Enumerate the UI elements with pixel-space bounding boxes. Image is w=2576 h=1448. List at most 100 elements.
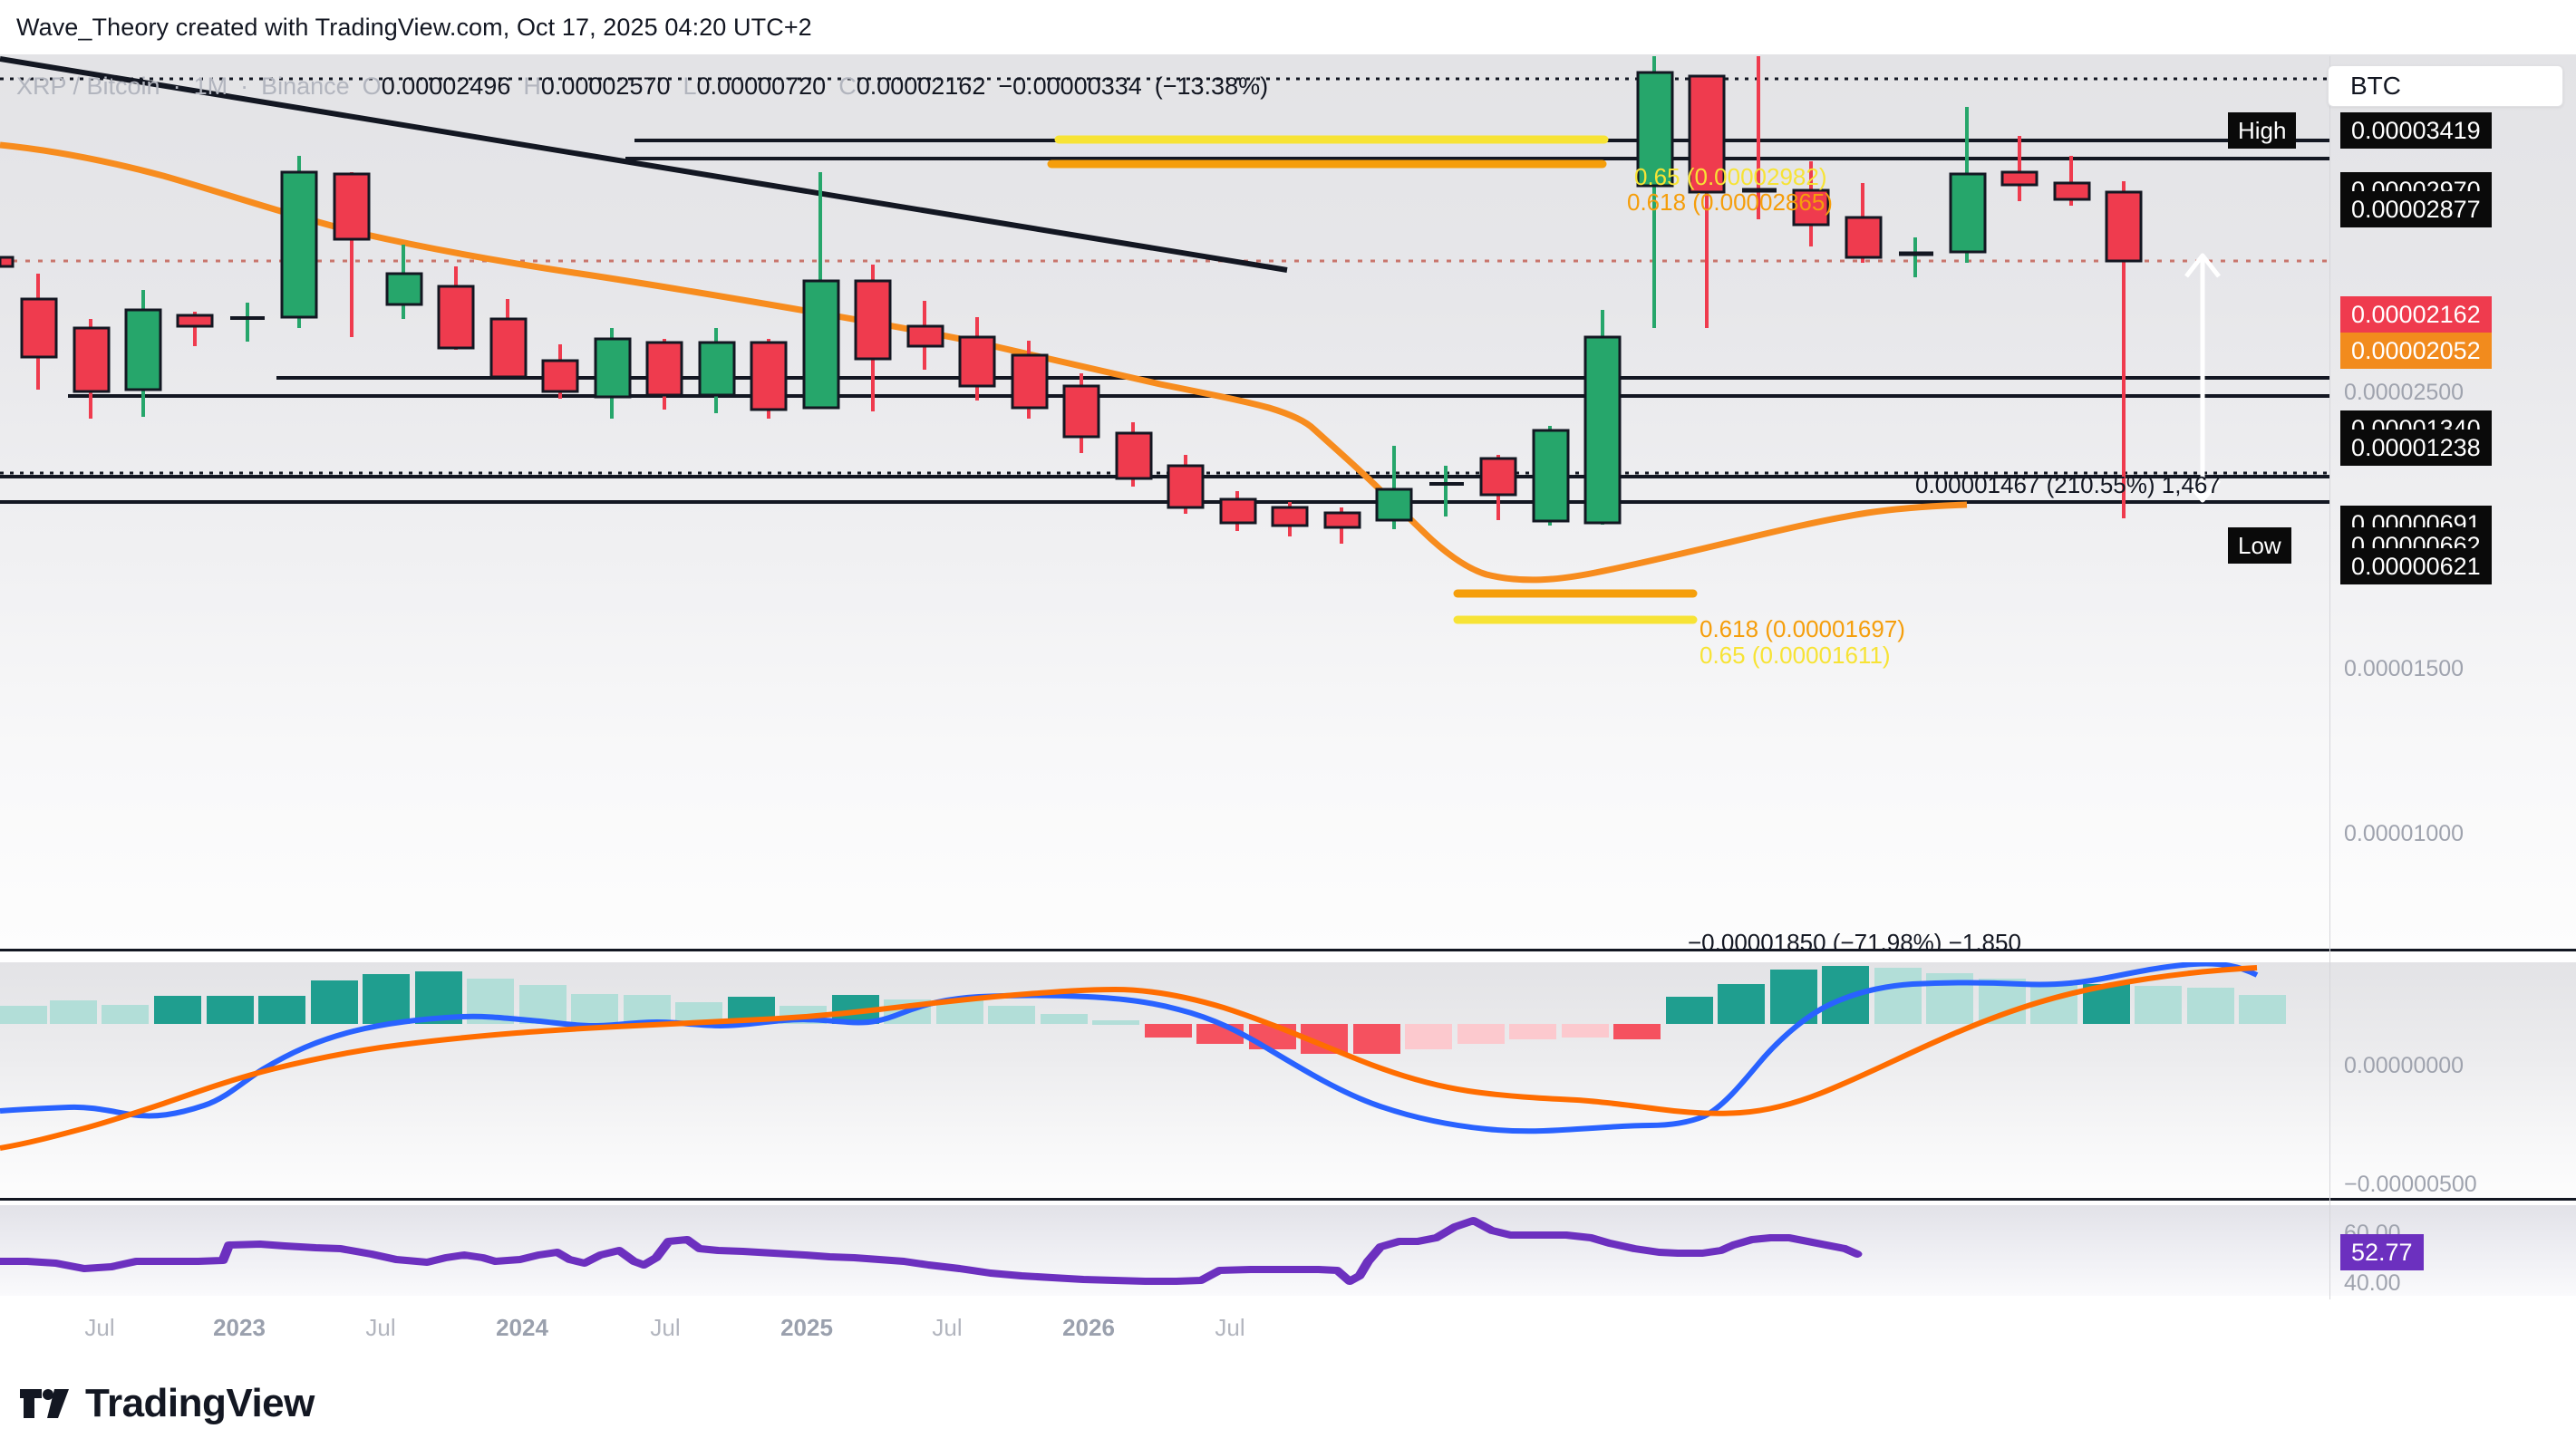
legend-low-value: 0.00000720: [696, 72, 827, 100]
fib-label-0618-upper: 0.618 (0.00002865): [1627, 188, 1833, 216]
chart-legend: XRP / Bitcoin · 1M · Binance O 0.0000249…: [16, 72, 1268, 101]
price-level-sup2[interactable]: 0.00001238: [2340, 430, 2492, 466]
candle: [124, 290, 162, 417]
legend-open-value: 0.00002496: [381, 72, 511, 100]
candle: [958, 317, 996, 401]
fib-label-065-lower: 0.65 (0.00001611): [1700, 642, 1891, 669]
macd-pane[interactable]: [0, 962, 2329, 1198]
pane-separator-2[interactable]: [0, 1198, 2576, 1201]
candle: [1271, 502, 1309, 536]
candle-last: [2105, 181, 2143, 518]
candle: [1742, 56, 1777, 219]
measure-tool: [2184, 253, 2221, 503]
candle: [1115, 422, 1153, 487]
low-tag: Low: [2228, 527, 2291, 564]
candle: [437, 266, 475, 350]
title-bar: Wave_Theory created with TradingView.com…: [0, 0, 2576, 54]
ma-price-pill[interactable]: 0.00002052: [2340, 333, 2492, 369]
candle: [20, 274, 58, 390]
candlestick-series: [0, 56, 2143, 544]
candle: [698, 328, 736, 413]
time-label-jul-2025: Jul: [932, 1314, 963, 1341]
candle: [1845, 183, 1883, 263]
candle: [73, 319, 111, 419]
footer: TradingView: [0, 1359, 2576, 1448]
price-tick-1: 0.00002500: [2344, 380, 2465, 405]
time-label-jul-2026: Jul: [1215, 1314, 1245, 1341]
candle: [1792, 161, 1830, 246]
candle: [1636, 56, 1674, 328]
fib-label-0618-lower: 0.618 (0.00001697): [1700, 615, 1905, 642]
candle: [489, 299, 528, 379]
price-level-res2[interactable]: 0.00002877: [2340, 191, 2492, 227]
time-label-jul-2023: Jul: [365, 1314, 396, 1341]
high-tag: High: [2228, 112, 2297, 149]
candle: [854, 265, 892, 411]
title-text: Wave_Theory created with TradingView.com…: [16, 13, 812, 41]
candle: [594, 328, 632, 419]
time-label-2023: 2023: [213, 1314, 266, 1341]
legend-close-value: 0.00002162: [856, 72, 986, 100]
tradingview-wordmark: TradingView: [85, 1381, 315, 1425]
moving-average-line: [0, 141, 1968, 584]
candle: [1532, 426, 1570, 526]
macd-slow-line: [0, 965, 2258, 1151]
candle: [750, 339, 788, 419]
candle: [1949, 107, 1987, 263]
measure-label-down: −0.00001850 (−71.98%) −1,850: [1688, 929, 2021, 949]
macd-scale-bg: [2329, 962, 2576, 1198]
candle: [541, 344, 579, 399]
time-axis[interactable]: Jul 2023 Jul 2024 Jul 2025 Jul 2026 Jul: [0, 1299, 2576, 1361]
macd-fast-line: [0, 962, 2259, 1134]
pane-separator-1[interactable]: [0, 949, 2576, 951]
legend-open-label: O: [362, 72, 382, 100]
measure-label-up: 0.00001467 (210.55%) 1,467: [1915, 471, 2221, 498]
tradingview-logo[interactable]: TradingView: [20, 1381, 315, 1426]
legend-change-pct: (−13.38%): [1154, 72, 1269, 100]
macd-graphics: [0, 962, 2286, 1151]
candle: [1011, 341, 1049, 419]
candle: [1479, 455, 1517, 520]
candle: [645, 339, 683, 410]
time-label-2025: 2025: [780, 1314, 833, 1341]
candle: [802, 172, 840, 410]
price-pane[interactable]: 0.65 (0.00002982) 0.618 (0.00002865) 0.6…: [0, 56, 2329, 949]
rsi-pane[interactable]: [0, 1205, 2329, 1296]
symbol-currency-selector[interactable]: BTC: [2328, 65, 2563, 107]
candle: [1219, 491, 1257, 531]
tradingview-mark-icon: [20, 1389, 69, 1418]
time-label-jul-2022: Jul: [84, 1314, 115, 1341]
candle: [1323, 507, 1361, 544]
candle: [176, 312, 214, 346]
chart-frame: 0.65 (0.00002982) 0.618 (0.00002865) 0.6…: [0, 54, 2576, 1361]
time-label-2026: 2026: [1062, 1314, 1115, 1341]
candle: [1429, 466, 1464, 516]
price-level-high[interactable]: 0.00003419: [2340, 112, 2492, 149]
price-tick-2: 0.00001500: [2344, 656, 2465, 681]
candle: [2000, 136, 2039, 201]
legend-interval[interactable]: 1M: [193, 72, 228, 100]
legend-high-value: 0.00002570: [540, 72, 671, 100]
macd-tick-0: 0.00000000: [2344, 1053, 2465, 1078]
candle: [230, 303, 265, 342]
legend-symbol[interactable]: XRP / Bitcoin: [16, 72, 160, 100]
price-scale[interactable]: 0.00003500 0.00002500 0.00001500 0.00001…: [2228, 56, 2576, 1361]
candle: [1167, 455, 1205, 514]
candle: [2053, 156, 2091, 206]
legend-sep-2: ·: [240, 72, 249, 100]
fib-label-065-upper: 0.65 (0.00002982): [1634, 163, 1827, 190]
rsi-graphics: [0, 1217, 1863, 1285]
legend-close-label: C: [838, 72, 857, 100]
macd-histogram: [0, 966, 2286, 1054]
candle: [1062, 373, 1100, 453]
price-level-sup4[interactable]: 0.00000621: [2340, 548, 2492, 584]
candle: [1583, 310, 1622, 525]
candle: [1899, 237, 1933, 277]
legend-high-label: H: [523, 72, 541, 100]
candle: [385, 245, 423, 319]
candle: [906, 301, 944, 370]
rsi-current-pill[interactable]: 52.77: [2340, 1234, 2424, 1270]
candle: [333, 172, 371, 337]
last-price-value: 0.00002162: [2351, 301, 2481, 328]
time-label-jul-2024: Jul: [650, 1314, 681, 1341]
